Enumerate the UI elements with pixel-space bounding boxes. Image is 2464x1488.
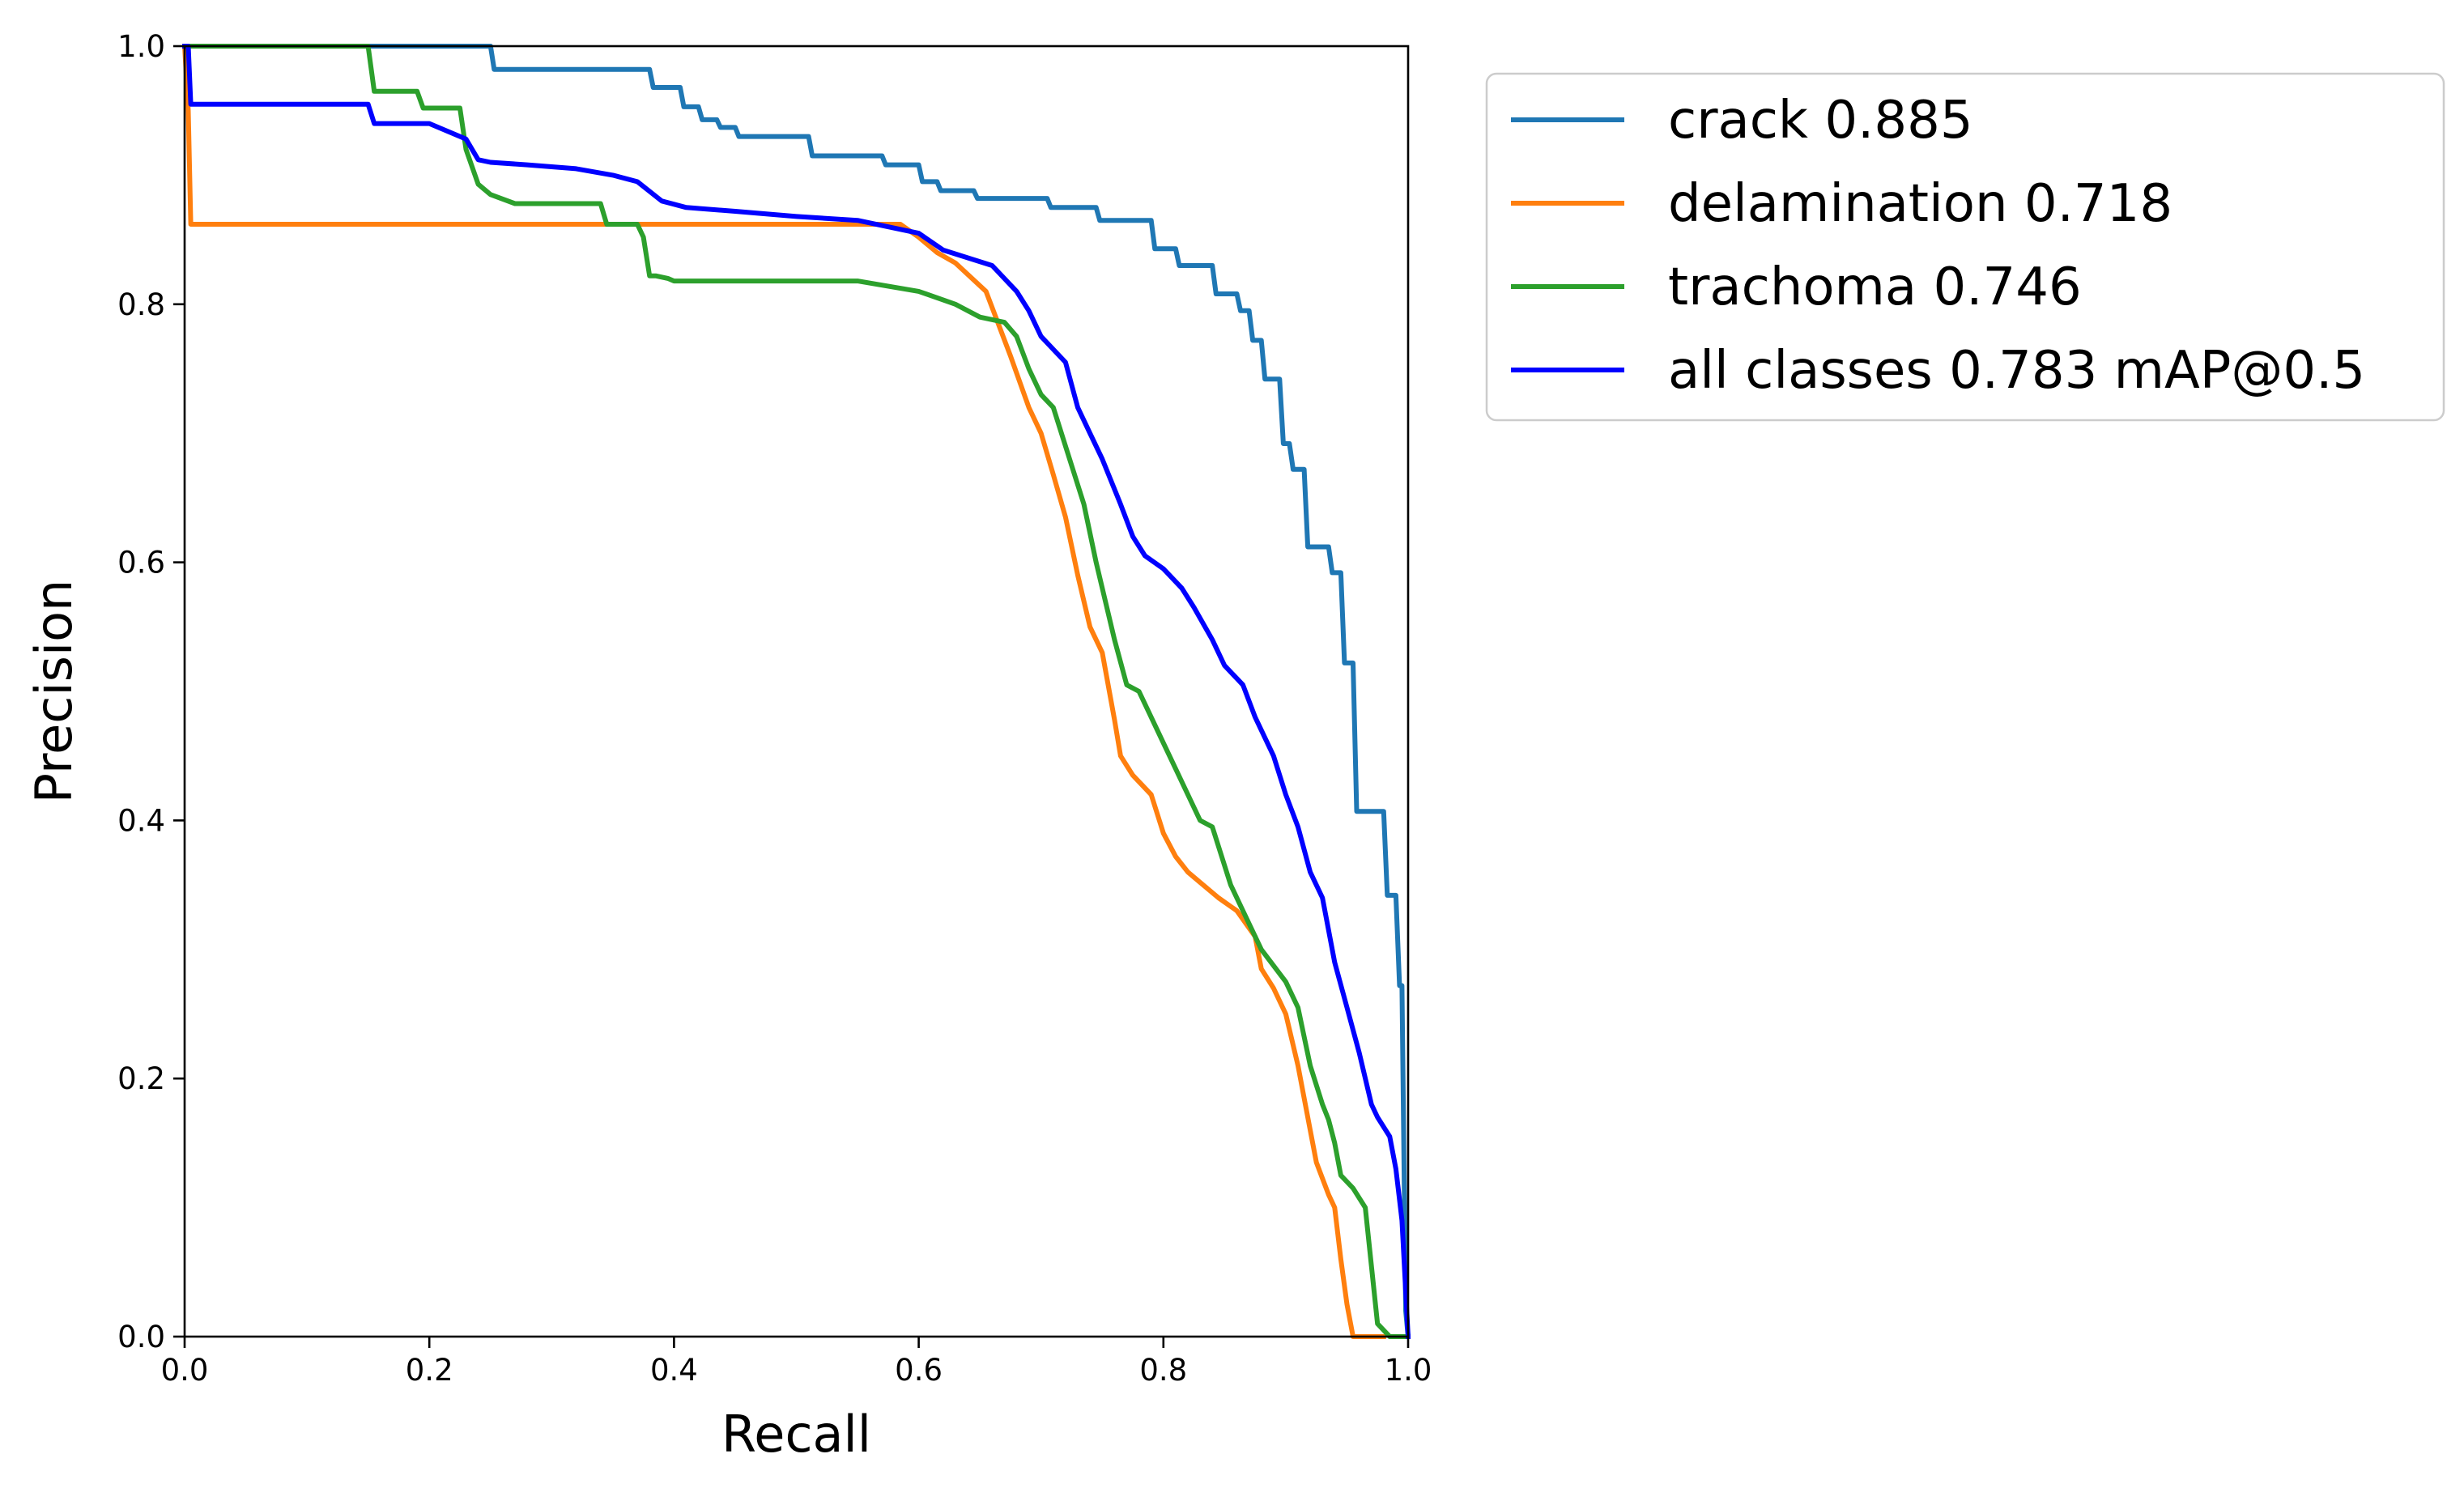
series-line-trachoma <box>182 44 1411 1339</box>
y-tick-label: 0.2 <box>117 1061 165 1096</box>
x-tick-label: 0.8 <box>1139 1353 1187 1388</box>
x-axis-label: Recall <box>721 1405 871 1464</box>
legend-label-all-classes: all classes 0.783 mAP@0.5 <box>1668 341 2365 401</box>
x-tick-label: 0.0 <box>161 1353 209 1388</box>
legend-items: crack 0.885 delamination 0.718 trachoma 0.… <box>1511 91 2365 401</box>
legend-label-delamination: delamination 0.718 <box>1668 174 2172 234</box>
y-axis-ticks: 0.0 0.2 0.4 0.6 0.8 1.0 <box>117 29 185 1354</box>
x-tick-label: 0.6 <box>895 1353 943 1388</box>
x-tick-label: 0.4 <box>650 1353 698 1388</box>
legend-label-trachoma: trachoma 0.746 <box>1668 257 2082 317</box>
y-tick-label: 0.8 <box>117 287 165 322</box>
x-tick-label: 0.2 <box>406 1353 453 1388</box>
plot-area-frame <box>183 45 1410 1338</box>
series-layer <box>182 44 1411 1339</box>
y-tick-label: 1.0 <box>117 29 165 64</box>
y-tick-label: 0.6 <box>117 546 165 580</box>
y-axis-label: Precision <box>24 580 83 804</box>
series-line-delamination <box>182 44 1386 1339</box>
legend-frame <box>1485 72 2445 422</box>
y-tick-label: 0.0 <box>117 1320 165 1354</box>
series-line-all-classes <box>182 44 1411 1339</box>
series-line-crack <box>182 44 1411 1339</box>
y-tick-label: 0.4 <box>117 803 165 838</box>
x-tick-label: 1.0 <box>1385 1353 1432 1388</box>
x-axis-ticks: 0.0 0.2 0.4 0.6 0.8 1.0 <box>161 1337 1432 1388</box>
legend-label-crack: crack 0.885 <box>1668 91 1973 151</box>
legend: crack 0.885 delamination 0.718 trachoma 0.… <box>1485 72 2445 422</box>
